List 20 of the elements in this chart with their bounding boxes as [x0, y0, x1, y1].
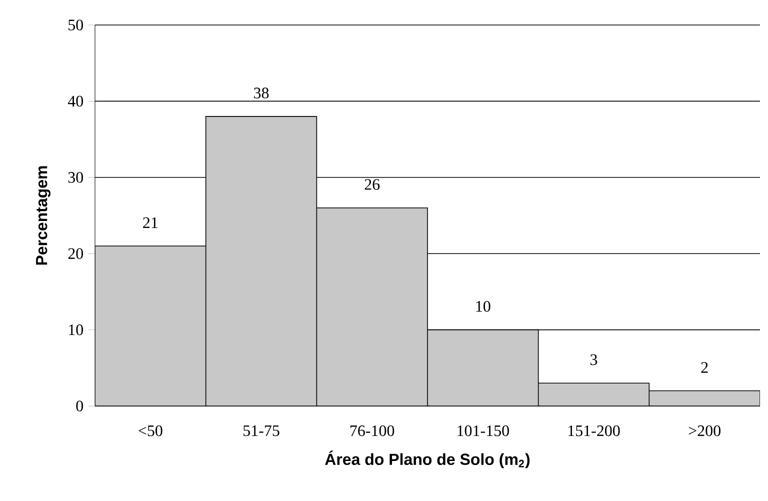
y-tick-label: 40	[68, 96, 84, 107]
x-tick-label: 76-100	[350, 425, 394, 436]
x-tick-label: 101-150	[458, 425, 509, 436]
y-tick-label: 20	[68, 248, 84, 259]
data-label: 26	[364, 179, 380, 190]
x-tick-label: 151-200	[568, 425, 620, 436]
x-tick-label: >200	[688, 425, 720, 436]
data-label: 10	[476, 300, 490, 312]
y-tick-label: 0	[76, 400, 84, 412]
y-tick-label: 10	[69, 324, 84, 336]
data-label: 38	[254, 88, 269, 98]
x-tick-label: <50	[138, 425, 162, 436]
data-label: 3	[590, 354, 598, 366]
y-axis-title: Percentagem	[36, 166, 50, 265]
data-label: 2	[701, 362, 708, 373]
x-tick-label: 51-75	[244, 425, 280, 436]
data-label: 21	[143, 217, 158, 228]
y-tick-label: 50	[68, 20, 84, 30]
y-tick-label: 30	[68, 172, 84, 183]
x-axis-title: Área do Plano de Solo (m$_{2}$)	[325, 450, 530, 468]
